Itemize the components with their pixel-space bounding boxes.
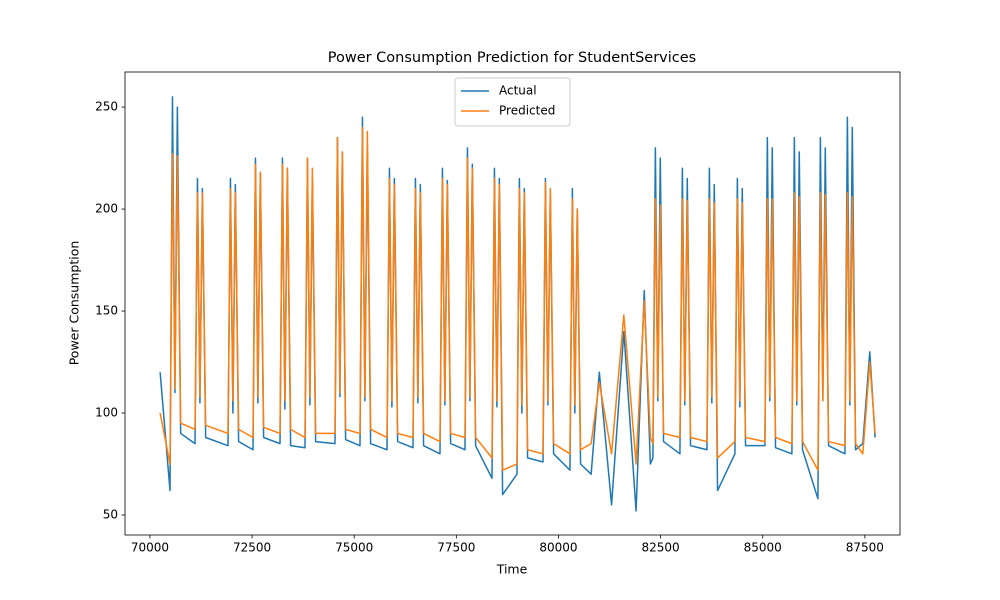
legend-box [454,77,571,127]
data-line [159,126,876,471]
legend-label: Actual [499,84,537,98]
y-tick-label: 100 [95,406,118,420]
x-tick-label: 80000 [539,541,577,555]
legend-label: Predicted [499,104,555,118]
y-tick-label: 150 [95,304,118,318]
x-tick-label: 77500 [437,541,475,555]
x-tick-label: 72500 [233,541,271,555]
chart-title: Power Consumption Prediction for Student… [328,50,697,66]
x-tick-label: 70000 [131,541,169,555]
y-tick-label: 50 [103,508,118,522]
y-tick-label: 200 [95,202,118,216]
x-tick-label: 75000 [335,541,373,555]
y-axis-label: Power Consumption [67,241,82,366]
plot-frame [124,71,901,536]
y-tick-label: 250 [95,100,118,114]
x-tick-label: 85000 [744,541,782,555]
x-axis-label: Time [496,562,528,577]
x-tick-label: 82500 [642,541,680,555]
x-tick-label: 87500 [846,541,884,555]
